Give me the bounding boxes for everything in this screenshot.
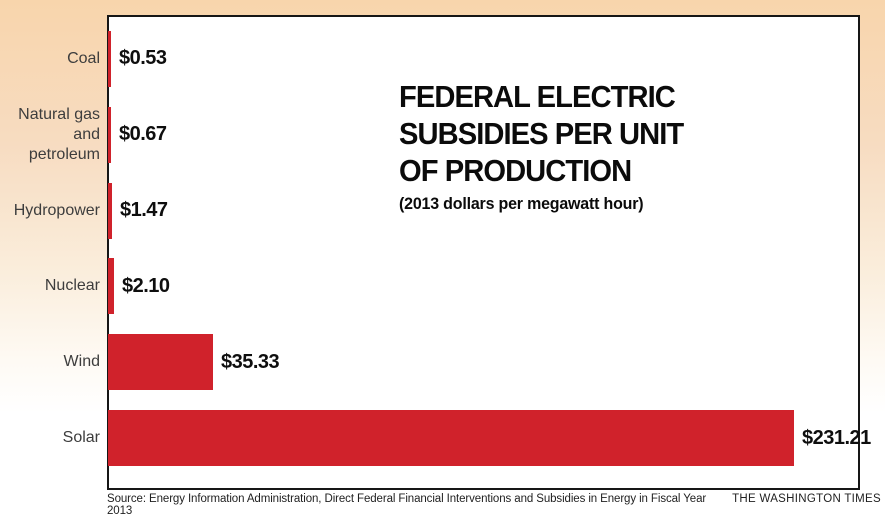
bar-row-solar: Solar $231.21 bbox=[0, 400, 885, 476]
bar-row-hydropower: Hydropower $1.47 bbox=[0, 173, 885, 249]
category-label-solar: Solar bbox=[62, 429, 100, 447]
bar-nuclear bbox=[108, 258, 114, 315]
category-label-nuclear: Nuclear bbox=[44, 277, 100, 295]
chart-title-line-2: SUBSIDIES PER UNIT bbox=[399, 116, 684, 152]
category-label-coal: Coal bbox=[67, 49, 100, 67]
bar-row-wind: Wind $35.33 bbox=[0, 324, 885, 400]
bar-wind bbox=[108, 334, 213, 391]
chart-title-line-1: FEDERAL ELECTRIC bbox=[399, 79, 676, 114]
value-label-hydropower: $1.47 bbox=[120, 199, 168, 222]
bar-natural-gas bbox=[108, 106, 111, 163]
bar-hydropower bbox=[108, 182, 112, 239]
chart-subtitle: (2013 dollars per megawatt hour) bbox=[399, 193, 644, 213]
category-label-wind: Wind bbox=[63, 353, 100, 371]
value-label-coal: $0.53 bbox=[119, 47, 167, 70]
category-label-natural-gas: Natural gas and petroleum bbox=[18, 105, 100, 163]
bar-row-natural-gas: Natural gas and petroleum $0.67 bbox=[0, 97, 885, 173]
value-label-solar: $231.21 bbox=[802, 426, 871, 449]
bar-coal bbox=[108, 30, 111, 87]
value-label-natural-gas: $0.67 bbox=[119, 123, 167, 146]
footer: Source: Energy Information Administratio… bbox=[107, 493, 881, 516]
source-note: Source: Energy Information Administratio… bbox=[107, 493, 707, 516]
publisher-credit: THE WASHINGTON TIMES bbox=[732, 493, 881, 505]
bar-chart: Coal $0.53 Natural gas and petroleum $0.67 H… bbox=[0, 15, 885, 490]
category-label-hydropower: Hydropower bbox=[13, 201, 100, 219]
chart-title-block: FEDERAL ELECTRIC SUBSIDIES PER UNIT OF P… bbox=[399, 78, 737, 214]
bar-solar bbox=[108, 410, 794, 467]
bar-row-nuclear: Nuclear $2.10 bbox=[0, 248, 885, 324]
chart-title-line-3: OF PRODUCTION bbox=[399, 153, 632, 189]
value-label-wind: $35.33 bbox=[221, 350, 280, 373]
value-label-nuclear: $2.10 bbox=[122, 274, 170, 297]
bar-row-coal: Coal $0.53 bbox=[0, 21, 885, 97]
